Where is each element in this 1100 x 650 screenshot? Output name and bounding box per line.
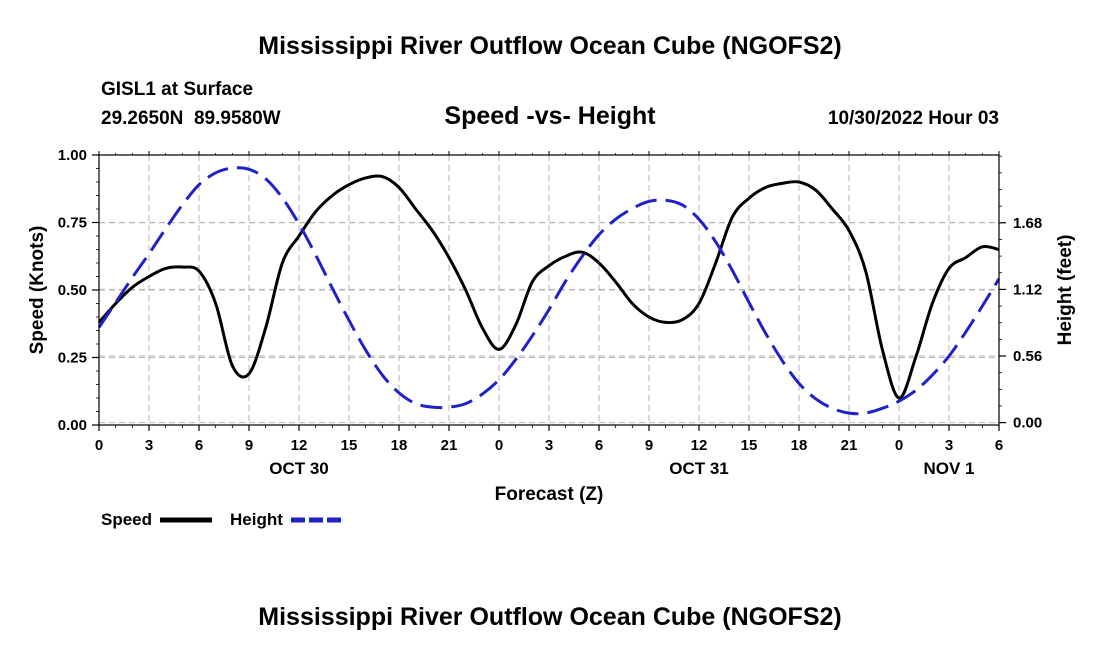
- x-tick-label: 6: [595, 437, 603, 454]
- y-axis-right: 0.00 0.56 1.12 1.68: [999, 155, 1042, 432]
- y-right-tick-label: 0.00: [1013, 415, 1042, 432]
- y-left-tick-label: 0.50: [58, 282, 87, 299]
- y-axis-right-title: Height (feet): [1055, 235, 1076, 346]
- x-tick-label: 9: [245, 437, 253, 454]
- x-tick-label: 18: [791, 437, 808, 454]
- chart-subtitle: Speed -vs- Height: [444, 102, 656, 130]
- x-axis: 0 3 6 9 12 15 18 21 0 3 6 9 12 15 18 21 0 3 6 OCT 30 OCT 31 N…: [95, 151, 1003, 478]
- chart-title: Mississippi River Outflow Ocean Cube (NG…: [258, 32, 841, 60]
- chart-title-repeat: Mississippi River Outflow Ocean Cube (NG…: [258, 603, 841, 631]
- x-tick-label: 0: [95, 437, 103, 454]
- y-left-tick-label: 0.25: [58, 350, 87, 367]
- x-tick-label: 3: [545, 437, 553, 454]
- legend-height-label: Height: [230, 510, 283, 529]
- x-tick-label: 21: [441, 437, 458, 454]
- grid-lines: [99, 155, 999, 425]
- x-tick-label: 12: [291, 437, 308, 454]
- y-right-tick-label: 1.68: [1013, 215, 1042, 232]
- x-tick-label: 6: [995, 437, 1003, 454]
- y-left-tick-label: 0.00: [58, 417, 87, 434]
- date-label: NOV 1: [923, 459, 974, 478]
- y-left-tick-label: 0.75: [58, 215, 87, 232]
- y-axis-left-title: Speed (Knots): [27, 226, 48, 355]
- location-label: 29.2650N 89.9580W: [101, 108, 281, 129]
- date-label: OCT 31: [669, 459, 729, 478]
- y-right-tick-label: 0.56: [1013, 348, 1042, 365]
- station-label: GISL1 at Surface: [101, 79, 253, 100]
- x-tick-label: 21: [841, 437, 858, 454]
- y-axis-left: 0.00 0.25 0.50 0.75 1.00: [58, 147, 99, 434]
- x-tick-label: 0: [495, 437, 503, 454]
- y-right-tick-label: 1.12: [1013, 281, 1042, 298]
- legend-speed-label: Speed: [101, 510, 152, 529]
- x-tick-label: 3: [945, 437, 953, 454]
- date-label: OCT 30: [269, 459, 329, 478]
- x-tick-label: 9: [645, 437, 653, 454]
- x-tick-label: 3: [145, 437, 153, 454]
- x-tick-label: 12: [691, 437, 708, 454]
- x-tick-label: 15: [341, 437, 358, 454]
- y-left-tick-label: 1.00: [58, 147, 87, 164]
- x-axis-title: Forecast (Z): [495, 484, 604, 505]
- series-line-height: [97, 166, 1001, 416]
- series-lines: [97, 166, 1001, 416]
- x-tick-label: 6: [195, 437, 203, 454]
- legend: Speed Height: [101, 510, 343, 529]
- x-tick-label: 0: [895, 437, 903, 454]
- datetime-label: 10/30/2022 Hour 03: [828, 108, 999, 129]
- series-line-speed: [97, 174, 1000, 400]
- x-tick-label: 18: [391, 437, 408, 454]
- x-tick-label: 15: [741, 437, 758, 454]
